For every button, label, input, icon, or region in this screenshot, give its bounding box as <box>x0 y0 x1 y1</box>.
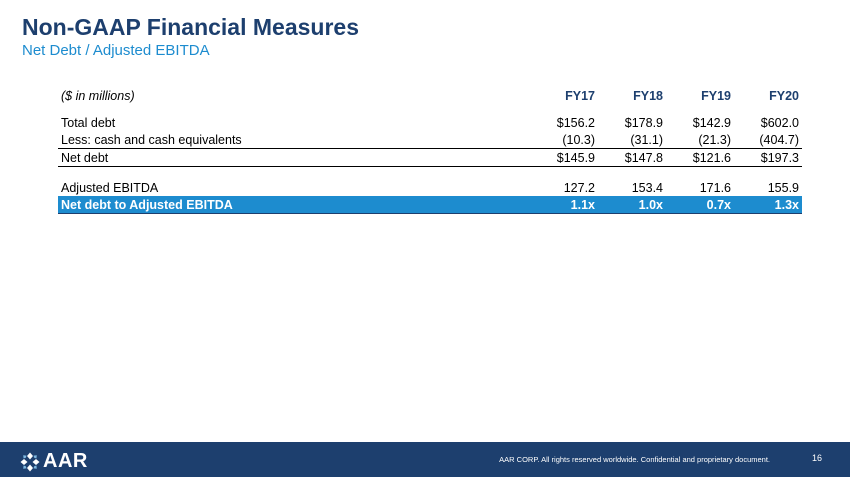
cell-value: 0.7x <box>666 196 734 214</box>
cell-value: 1.3x <box>734 196 802 214</box>
aar-logo-icon <box>20 452 40 471</box>
row-label: Total debt <box>61 115 116 130</box>
table-row-net-debt: Net debt $145.9 $147.8 $121.6 $197.3 <box>58 148 802 167</box>
cell-value: $145.9 <box>530 148 598 167</box>
row-label: Adjusted EBITDA <box>61 180 159 195</box>
cell-value: 1.0x <box>598 196 666 214</box>
cell-value: (21.3) <box>698 132 731 147</box>
cell-value: $147.8 <box>598 148 666 167</box>
column-header-fy17: FY17 <box>565 89 595 103</box>
cell-value: 171.6 <box>699 180 731 195</box>
table-header-row: ($ in millions) FY17 FY18 FY19 FY20 <box>58 86 802 106</box>
column-header-fy20: FY20 <box>769 89 799 103</box>
page-subtitle: Net Debt / Adjusted EBITDA <box>22 42 210 59</box>
cell-value: $602.0 <box>760 115 799 130</box>
copyright-notice: AAR CORP. All rights reserved worldwide.… <box>499 455 770 464</box>
cell-value: (404.7) <box>759 132 799 147</box>
cell-value: 153.4 <box>631 180 663 195</box>
units-label: ($ in millions) <box>61 89 135 103</box>
footer-bar: AAR AAR CORP. All rights reserved worldw… <box>0 442 850 477</box>
row-label: Less: cash and cash equivalents <box>61 132 242 147</box>
logo-text: AAR <box>43 450 88 472</box>
table-row-adjusted-ebitda: Adjusted EBITDA 127.2 153.4 171.6 155.9 <box>58 179 802 196</box>
cell-value: $142.9 <box>692 115 731 130</box>
cell-value: $178.9 <box>624 115 663 130</box>
net-debt-table: ($ in millions) FY17 FY18 FY19 FY20 Tota… <box>58 86 802 214</box>
page-number: 16 <box>811 453 822 463</box>
row-label: Net debt <box>58 148 530 167</box>
cell-value: $121.6 <box>666 148 734 167</box>
table-row-total-debt: Total debt $156.2 $178.9 $142.9 $602.0 <box>58 114 802 131</box>
cell-value: (10.3) <box>562 132 595 147</box>
row-label: Net debt to Adjusted EBITDA <box>58 196 530 214</box>
page-title: Non-GAAP Financial Measures <box>22 14 359 40</box>
cell-value: 155.9 <box>767 180 799 195</box>
cell-value: 127.2 <box>563 180 595 195</box>
cell-value: $156.2 <box>556 115 595 130</box>
column-header-fy18: FY18 <box>633 89 663 103</box>
cell-value: (31.1) <box>630 132 663 147</box>
table-row-net-debt-ratio: Net debt to Adjusted EBITDA 1.1x 1.0x 0.… <box>58 196 802 214</box>
column-header-fy19: FY19 <box>701 89 731 103</box>
company-logo: AAR <box>20 450 88 473</box>
table-row-cash: Less: cash and cash equivalents (10.3) (… <box>58 131 802 149</box>
cell-value: $197.3 <box>734 148 802 167</box>
cell-value: 1.1x <box>530 196 598 214</box>
